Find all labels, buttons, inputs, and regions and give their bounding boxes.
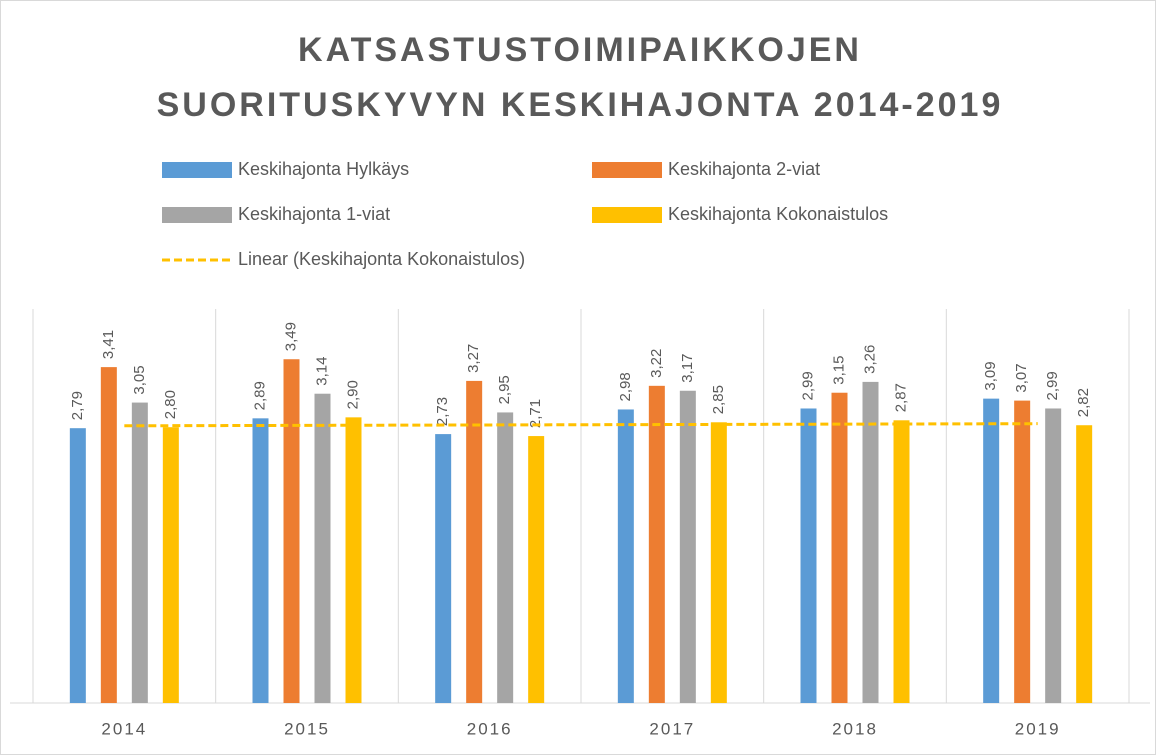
bar [528, 436, 545, 703]
bar [1045, 408, 1062, 703]
legend-swatch [162, 207, 232, 223]
legend-label: Linear (Keskihajonta Kokonaistulos) [238, 249, 525, 269]
data-label: 3,27 [465, 344, 482, 373]
bar [710, 422, 727, 703]
data-label: 3,17 [679, 354, 696, 383]
data-label: 2,99 [799, 371, 816, 400]
bar [983, 398, 1000, 703]
bar [283, 359, 300, 703]
data-label: 3,22 [648, 349, 665, 378]
bar [1014, 400, 1031, 703]
data-label: 2,99 [1044, 371, 1061, 400]
chart-title: SUORITUSKYVYN KESKIHAJONTA 2014-2019 [157, 86, 1004, 124]
data-label: 2,95 [496, 375, 513, 404]
x-tick-label: 2014 [101, 719, 147, 738]
x-tick-label: 2016 [467, 719, 513, 738]
data-label: 2,89 [251, 381, 268, 410]
bar [162, 427, 179, 703]
data-label: 3,09 [982, 361, 999, 390]
data-label: 3,41 [100, 330, 117, 359]
data-label: 2,80 [162, 390, 179, 419]
data-label: 3,15 [830, 356, 847, 385]
bar [800, 408, 817, 703]
bar [679, 390, 696, 703]
data-label: 2,85 [710, 385, 727, 414]
data-label: 2,79 [69, 391, 86, 420]
legend-swatch [592, 207, 662, 223]
data-label: 2,90 [344, 380, 361, 409]
data-label: 3,07 [1013, 363, 1030, 392]
bar [1076, 425, 1093, 703]
x-tick-label: 2019 [1015, 719, 1061, 738]
data-label: 2,73 [434, 397, 451, 426]
legend-label: Keskihajonta Kokonaistulos [668, 204, 888, 224]
bar [648, 385, 665, 703]
data-label: 2,98 [617, 372, 634, 401]
bar [466, 380, 483, 703]
data-label: 3,49 [282, 322, 299, 351]
x-tick-label: 2018 [832, 719, 878, 738]
x-tick-label: 2015 [284, 719, 330, 738]
data-label: 3,26 [861, 345, 878, 374]
bar [131, 402, 148, 703]
bar [314, 393, 331, 703]
data-label: 2,82 [1075, 388, 1092, 417]
data-label: 3,05 [131, 365, 148, 394]
data-label: 2,87 [892, 383, 909, 412]
data-label: 3,14 [313, 357, 330, 386]
bar [497, 412, 514, 703]
legend-label: Keskihajonta Hylkäys [238, 159, 409, 179]
bar [69, 428, 86, 703]
bar [862, 381, 879, 703]
legend-label: Keskihajonta 2-viat [668, 159, 820, 179]
bar [617, 409, 634, 703]
legend-swatch [592, 162, 662, 178]
x-tick-label: 2017 [649, 719, 695, 738]
bar [893, 420, 910, 703]
legend-swatch [162, 162, 232, 178]
bar [435, 434, 452, 703]
chart-title: KATSASTUSTOIMIPAIKKOJEN [298, 31, 862, 69]
bar [100, 367, 117, 703]
trend-line [124, 422, 1038, 428]
bar [252, 418, 269, 703]
data-label: 2,71 [527, 399, 544, 428]
bar [831, 392, 848, 703]
bar [345, 417, 362, 703]
legend-label: Keskihajonta 1-viat [238, 204, 390, 224]
